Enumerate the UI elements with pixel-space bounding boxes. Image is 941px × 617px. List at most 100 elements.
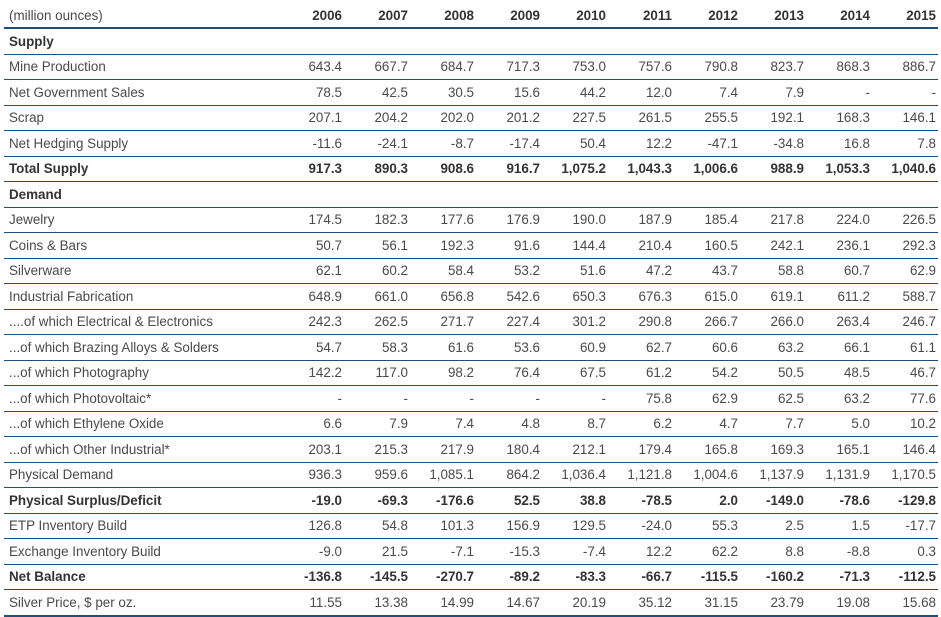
- table-cell: 1,004.6: [674, 462, 740, 488]
- row-label: ...of which Brazing Alloys & Solders: [4, 335, 278, 361]
- table-cell: 42.5: [344, 80, 410, 106]
- table-row: Silverware 62.1 60.2 58.4 53.2 51.6 47.2 43.7 58…: [4, 258, 938, 284]
- table-cell: 4.7: [674, 411, 740, 437]
- table-cell: -78.6: [806, 488, 872, 514]
- row-label: Silver Price, $ per oz.: [4, 590, 278, 616]
- table-cell: 236.1: [806, 233, 872, 259]
- empty-cell: [674, 182, 740, 208]
- table-cell: -24.1: [344, 131, 410, 157]
- table-cell: 117.0: [344, 360, 410, 386]
- table-cell: 908.6: [410, 156, 476, 182]
- year-header-2010: 2010: [542, 4, 608, 28]
- table-cell: 1,075.2: [542, 156, 608, 182]
- empty-cell: [806, 28, 872, 54]
- table-cell: 12.2: [608, 539, 674, 565]
- table-cell: 215.3: [344, 437, 410, 463]
- table-cell: 35.12: [608, 590, 674, 616]
- empty-cell: [872, 28, 938, 54]
- table-cell: 16.8: [806, 131, 872, 157]
- table-row: Exchange Inventory Build -9.0 21.5 -7.1 -15.…: [4, 539, 938, 565]
- table-cell: 262.5: [344, 309, 410, 335]
- table-cell: 10.2: [872, 411, 938, 437]
- section-row-supply: Supply: [4, 28, 938, 54]
- table-row: Physical Demand 936.3 959.6 1,085.1 864.2 1,0…: [4, 462, 938, 488]
- empty-cell: [344, 28, 410, 54]
- table-cell: 146.1: [872, 105, 938, 131]
- table-cell: -8.7: [410, 131, 476, 157]
- table-cell: 292.3: [872, 233, 938, 259]
- row-label: Jewelry: [4, 207, 278, 233]
- table-cell: 868.3: [806, 54, 872, 80]
- table-cell: 266.0: [740, 309, 806, 335]
- table-cell: 91.6: [476, 233, 542, 259]
- table-cell: 271.7: [410, 309, 476, 335]
- table-header-row: (million ounces) 2006 2007 2008 2009 2010 201…: [4, 4, 938, 28]
- table-cell: 936.3: [278, 462, 344, 488]
- table-cell: -270.7: [410, 564, 476, 590]
- table-cell: 6.6: [278, 411, 344, 437]
- empty-cell: [740, 182, 806, 208]
- table-cell: 4.8: [476, 411, 542, 437]
- table-cell: -160.2: [740, 564, 806, 590]
- table-cell: 619.1: [740, 284, 806, 310]
- table-cell: 62.1: [278, 258, 344, 284]
- table-cell: -112.5: [872, 564, 938, 590]
- table-cell: 717.3: [476, 54, 542, 80]
- empty-cell: [344, 182, 410, 208]
- table-cell: 62.7: [608, 335, 674, 361]
- table-cell: 917.3: [278, 156, 344, 182]
- table-cell: 174.5: [278, 207, 344, 233]
- table-row: Silver Price, $ per oz. 11.55 13.38 14.99 14…: [4, 590, 938, 616]
- table-cell: 242.1: [740, 233, 806, 259]
- table-cell: 187.9: [608, 207, 674, 233]
- table-cell: 684.7: [410, 54, 476, 80]
- table-cell: -17.7: [872, 513, 938, 539]
- table-row: ...of which Other Industrial* 203.1 215.3 2…: [4, 437, 938, 463]
- table-cell: 61.6: [410, 335, 476, 361]
- table-row: Total Supply 917.3 890.3 908.6 916.7 1,075.2 1…: [4, 156, 938, 182]
- table-cell: 7.9: [344, 411, 410, 437]
- table-cell: -83.3: [542, 564, 608, 590]
- table-row: Net Government Sales 78.5 42.5 30.5 15.6 44.2…: [4, 80, 938, 106]
- table-cell: 78.5: [278, 80, 344, 106]
- table-cell: 864.2: [476, 462, 542, 488]
- table-cell: -149.0: [740, 488, 806, 514]
- table-cell: 5.0: [806, 411, 872, 437]
- table-row: Coins & Bars 50.7 56.1 192.3 91.6 144.4 210.4 1…: [4, 233, 938, 259]
- table-cell: 62.2: [674, 539, 740, 565]
- year-header-2006: 2006: [278, 4, 344, 28]
- empty-cell: [542, 182, 608, 208]
- table-cell: 144.4: [542, 233, 608, 259]
- row-label: ETP Inventory Build: [4, 513, 278, 539]
- row-label: Physical Demand: [4, 462, 278, 488]
- table-cell: 227.4: [476, 309, 542, 335]
- row-label: Exchange Inventory Build: [4, 539, 278, 565]
- row-label: Net Government Sales: [4, 80, 278, 106]
- table-cell: 54.2: [674, 360, 740, 386]
- table-cell: 290.8: [608, 309, 674, 335]
- table-cell: 31.15: [674, 590, 740, 616]
- table-cell: 180.4: [476, 437, 542, 463]
- table-cell: 1,036.4: [542, 462, 608, 488]
- table-cell: 50.4: [542, 131, 608, 157]
- table-cell: 77.6: [872, 386, 938, 412]
- table-cell: -24.0: [608, 513, 674, 539]
- table-cell: 60.9: [542, 335, 608, 361]
- table-cell: -11.6: [278, 131, 344, 157]
- table-cell: 142.2: [278, 360, 344, 386]
- empty-cell: [740, 28, 806, 54]
- table-cell: -71.3: [806, 564, 872, 590]
- section-row-demand: Demand: [4, 182, 938, 208]
- table-cell: 15.6: [476, 80, 542, 106]
- table-cell: 301.2: [542, 309, 608, 335]
- table-cell: 182.3: [344, 207, 410, 233]
- table-cell: 212.1: [542, 437, 608, 463]
- table-cell: 201.2: [476, 105, 542, 131]
- table-cell: 177.6: [410, 207, 476, 233]
- table-cell: 227.5: [542, 105, 608, 131]
- table-cell: 53.2: [476, 258, 542, 284]
- table-cell: 62.9: [674, 386, 740, 412]
- table-cell: -: [872, 80, 938, 106]
- row-label: Physical Surplus/Deficit: [4, 488, 278, 514]
- table-cell: 179.4: [608, 437, 674, 463]
